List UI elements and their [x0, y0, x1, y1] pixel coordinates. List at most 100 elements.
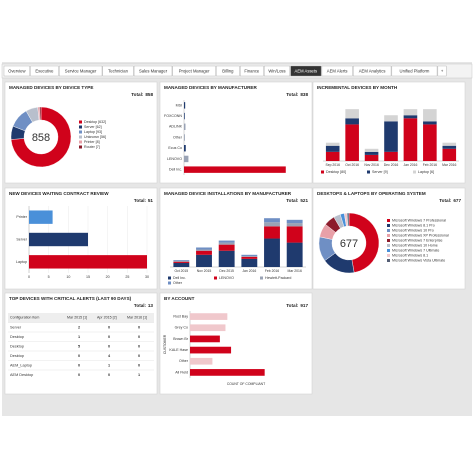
tab[interactable]: [353, 65, 392, 77]
tab-label[interactable]: Service Manager: [65, 68, 97, 73]
y-tick-label: MSI: [176, 103, 182, 107]
y-tick-label: FOXCONN: [164, 114, 182, 118]
bar-segment: [173, 260, 190, 262]
table-cell: Server: [10, 325, 22, 329]
x-tick-label: Dec 2016: [384, 163, 399, 167]
tab-label[interactable]: Finance: [244, 68, 260, 73]
legend-swatch: [387, 249, 390, 252]
legend-swatch: [79, 120, 82, 124]
legend-swatch: [387, 234, 390, 237]
tab[interactable]: [133, 65, 173, 77]
tab[interactable]: [321, 65, 353, 77]
tab[interactable]: [437, 65, 447, 77]
legend-label: Microsoft Windows 8.1: [392, 253, 428, 257]
bar: [190, 335, 220, 343]
legend-label: Microsoft Windows 7 Ultimate: [392, 248, 439, 252]
x-tick-label: 5: [48, 275, 50, 279]
bar-segment: [196, 249, 212, 251]
tab-label[interactable]: +: [441, 68, 444, 73]
bar-segment: [286, 226, 303, 243]
tab-label[interactable]: Billing: [222, 68, 234, 73]
panel-title: MANAGED DEVICES BY DEVICE TYPE: [9, 85, 93, 90]
legend-swatch: [79, 145, 82, 149]
bar-segment: [364, 151, 379, 155]
bar-segment: [384, 121, 398, 152]
tab-label[interactable]: Technician: [108, 68, 128, 73]
tab[interactable]: [240, 65, 264, 77]
legend-swatch: [168, 276, 171, 280]
table-cell: 0: [78, 373, 80, 377]
total-value: 917: [300, 303, 308, 308]
tab[interactable]: [59, 65, 103, 77]
table-cell: 0: [108, 373, 110, 377]
legend-label: Microsoft Windows Vista Ultimate: [392, 258, 445, 262]
tab-label[interactable]: Sales Manager: [139, 68, 168, 73]
total-value: 51: [148, 198, 154, 203]
tab[interactable]: [391, 65, 438, 77]
table-cell: 0: [138, 335, 140, 339]
bar-segment: [173, 261, 190, 263]
legend-label: Microsoft Windows 10 Pro: [392, 228, 434, 232]
bar-segment: [196, 250, 212, 255]
legend-label: Unknown [56]: [84, 135, 106, 139]
tab-label[interactable]: AEM Assets: [295, 68, 318, 73]
tab-label[interactable]: Executive: [35, 68, 54, 73]
bar-segment: [442, 145, 457, 149]
bar-segment: [241, 256, 258, 259]
legend-swatch: [387, 229, 390, 232]
table-cell: 5: [78, 344, 80, 348]
tab[interactable]: [216, 65, 240, 77]
tab-label[interactable]: Unified Platform: [400, 68, 430, 73]
table-cell: 1: [108, 363, 110, 367]
bar-segment: [264, 226, 280, 239]
tab[interactable]: [264, 65, 291, 77]
tab[interactable]: [102, 65, 134, 77]
bar: [29, 232, 88, 247]
total-value: 677: [453, 198, 461, 203]
table-cell: 0: [138, 354, 140, 358]
legend-swatch: [168, 281, 171, 285]
legend-label: Microsoft Windows 7 Enterprise: [392, 238, 443, 242]
tab[interactable]: [172, 65, 216, 77]
total-value: 521: [300, 198, 308, 203]
panel: [159, 292, 313, 395]
legend-swatch: [79, 135, 82, 139]
bar-segment: [423, 121, 437, 125]
panel-title: NEW DEVICES WAITING CONTRACT REVIEW: [9, 191, 109, 196]
legend-swatch: [413, 170, 416, 174]
legend-label: Dell Inc.: [173, 276, 186, 280]
bar-segment: [364, 154, 379, 161]
bar-segment: [325, 142, 340, 146]
legend-label: Other: [173, 281, 183, 285]
x-tick-label: Sep 2016: [325, 163, 340, 167]
y-tick-label: Ecus Co: [168, 146, 182, 150]
bar-segment: [218, 242, 235, 245]
x-tick-label: Nov 2015: [197, 269, 212, 273]
legend-label: Desktop [80]: [326, 170, 346, 174]
table-cell: 1: [78, 335, 80, 339]
y-tick-label: Other: [179, 359, 189, 363]
tab-label[interactable]: Overview: [8, 68, 26, 73]
tab-label[interactable]: Project Manager: [179, 68, 210, 73]
bar-segment: [173, 260, 190, 261]
tab-label[interactable]: Win/Loss: [268, 68, 285, 73]
donut-center: 677: [340, 238, 358, 250]
column-header: Apr 2015 [2]: [97, 316, 117, 320]
x-tick-label: 0: [28, 275, 30, 279]
legend-swatch: [387, 239, 390, 242]
bar: [184, 134, 185, 141]
panel: [159, 81, 313, 184]
y-tick-label: Rust Bay: [173, 315, 188, 319]
total-label: Total:: [286, 303, 299, 308]
total-value: 838: [300, 92, 308, 97]
legend-swatch: [387, 219, 390, 222]
tab[interactable]: [30, 65, 59, 77]
tab[interactable]: [290, 65, 322, 77]
legend-label: Printer [8]: [84, 140, 100, 144]
tab[interactable]: [3, 65, 30, 77]
tab-label[interactable]: AEM Alerts: [327, 68, 348, 73]
bar: [29, 210, 53, 224]
tab-label[interactable]: AEM Analytics: [359, 68, 386, 73]
legend-label: Laptop [6]: [418, 170, 434, 174]
table-cell: 0: [78, 363, 80, 367]
